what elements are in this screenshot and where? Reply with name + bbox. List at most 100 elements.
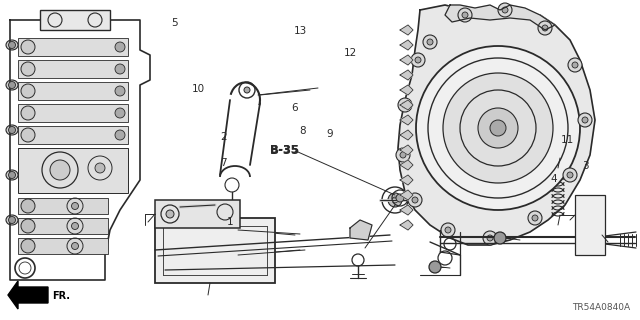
Circle shape xyxy=(416,46,580,210)
Circle shape xyxy=(21,199,35,213)
Circle shape xyxy=(229,227,235,233)
Polygon shape xyxy=(400,145,413,155)
Polygon shape xyxy=(400,190,413,200)
Bar xyxy=(18,126,128,144)
Circle shape xyxy=(115,64,125,74)
Text: 13: 13 xyxy=(294,26,307,36)
Text: B-35: B-35 xyxy=(270,145,298,155)
Circle shape xyxy=(21,239,35,253)
Polygon shape xyxy=(400,85,413,95)
Text: TR54A0840A: TR54A0840A xyxy=(572,303,630,312)
Circle shape xyxy=(441,223,455,237)
Circle shape xyxy=(458,8,472,22)
Circle shape xyxy=(487,235,493,241)
Text: 2: 2 xyxy=(220,132,227,142)
Circle shape xyxy=(429,261,441,273)
Bar xyxy=(18,104,128,122)
Circle shape xyxy=(528,211,542,225)
Ellipse shape xyxy=(6,40,18,50)
Circle shape xyxy=(582,117,588,123)
Circle shape xyxy=(502,7,508,13)
Circle shape xyxy=(166,210,174,218)
Circle shape xyxy=(532,215,538,221)
Polygon shape xyxy=(400,25,413,35)
Circle shape xyxy=(402,102,408,108)
Circle shape xyxy=(498,3,512,17)
Polygon shape xyxy=(400,55,413,65)
Polygon shape xyxy=(400,40,413,50)
Circle shape xyxy=(115,108,125,118)
Circle shape xyxy=(115,86,125,96)
Circle shape xyxy=(50,160,70,180)
Text: 7: 7 xyxy=(220,158,227,168)
Bar xyxy=(18,82,128,100)
Polygon shape xyxy=(350,220,372,240)
Ellipse shape xyxy=(113,41,127,53)
Polygon shape xyxy=(445,5,555,30)
Circle shape xyxy=(400,152,406,158)
Circle shape xyxy=(462,12,468,18)
Circle shape xyxy=(572,62,578,68)
Bar xyxy=(18,218,108,234)
Circle shape xyxy=(21,40,35,54)
Polygon shape xyxy=(400,205,413,215)
Bar xyxy=(18,38,128,56)
Circle shape xyxy=(542,25,548,31)
Text: 12: 12 xyxy=(344,48,357,58)
Ellipse shape xyxy=(6,80,18,90)
Polygon shape xyxy=(398,5,595,245)
Text: 3: 3 xyxy=(582,161,589,171)
Circle shape xyxy=(478,108,518,148)
Circle shape xyxy=(388,193,402,207)
Circle shape xyxy=(423,35,437,49)
Text: 6: 6 xyxy=(291,103,298,113)
Circle shape xyxy=(427,39,433,45)
Polygon shape xyxy=(400,160,413,170)
Circle shape xyxy=(538,21,552,35)
Text: 4: 4 xyxy=(550,174,557,184)
Circle shape xyxy=(563,168,577,182)
Circle shape xyxy=(21,219,35,233)
Text: 11: 11 xyxy=(561,135,574,145)
Polygon shape xyxy=(400,115,413,125)
Circle shape xyxy=(115,130,125,140)
Bar xyxy=(18,238,108,254)
Circle shape xyxy=(490,120,506,136)
Circle shape xyxy=(244,87,250,93)
Circle shape xyxy=(568,58,582,72)
Text: B-35: B-35 xyxy=(270,143,300,156)
Circle shape xyxy=(72,243,79,250)
Bar xyxy=(40,10,110,30)
Circle shape xyxy=(115,42,125,52)
Ellipse shape xyxy=(113,85,127,97)
Bar xyxy=(155,218,275,283)
Circle shape xyxy=(494,232,506,244)
Bar xyxy=(575,195,605,255)
Circle shape xyxy=(578,113,592,127)
Circle shape xyxy=(445,227,451,233)
Ellipse shape xyxy=(6,125,18,135)
Ellipse shape xyxy=(113,107,127,119)
Polygon shape xyxy=(400,220,413,230)
Bar xyxy=(18,60,128,78)
Ellipse shape xyxy=(6,170,18,180)
Bar xyxy=(18,198,108,214)
Ellipse shape xyxy=(113,63,127,75)
Polygon shape xyxy=(400,130,413,140)
Circle shape xyxy=(443,73,553,183)
Circle shape xyxy=(8,126,15,133)
Ellipse shape xyxy=(113,129,127,141)
Circle shape xyxy=(398,98,412,112)
Circle shape xyxy=(8,217,15,223)
Circle shape xyxy=(21,62,35,76)
Circle shape xyxy=(408,193,422,207)
Circle shape xyxy=(396,194,404,202)
Text: 5: 5 xyxy=(171,18,178,28)
Bar xyxy=(18,148,128,193)
Ellipse shape xyxy=(6,215,18,225)
Circle shape xyxy=(226,261,234,269)
Circle shape xyxy=(21,84,35,98)
Bar xyxy=(155,200,240,228)
Circle shape xyxy=(72,222,79,229)
Text: 1: 1 xyxy=(227,217,234,227)
